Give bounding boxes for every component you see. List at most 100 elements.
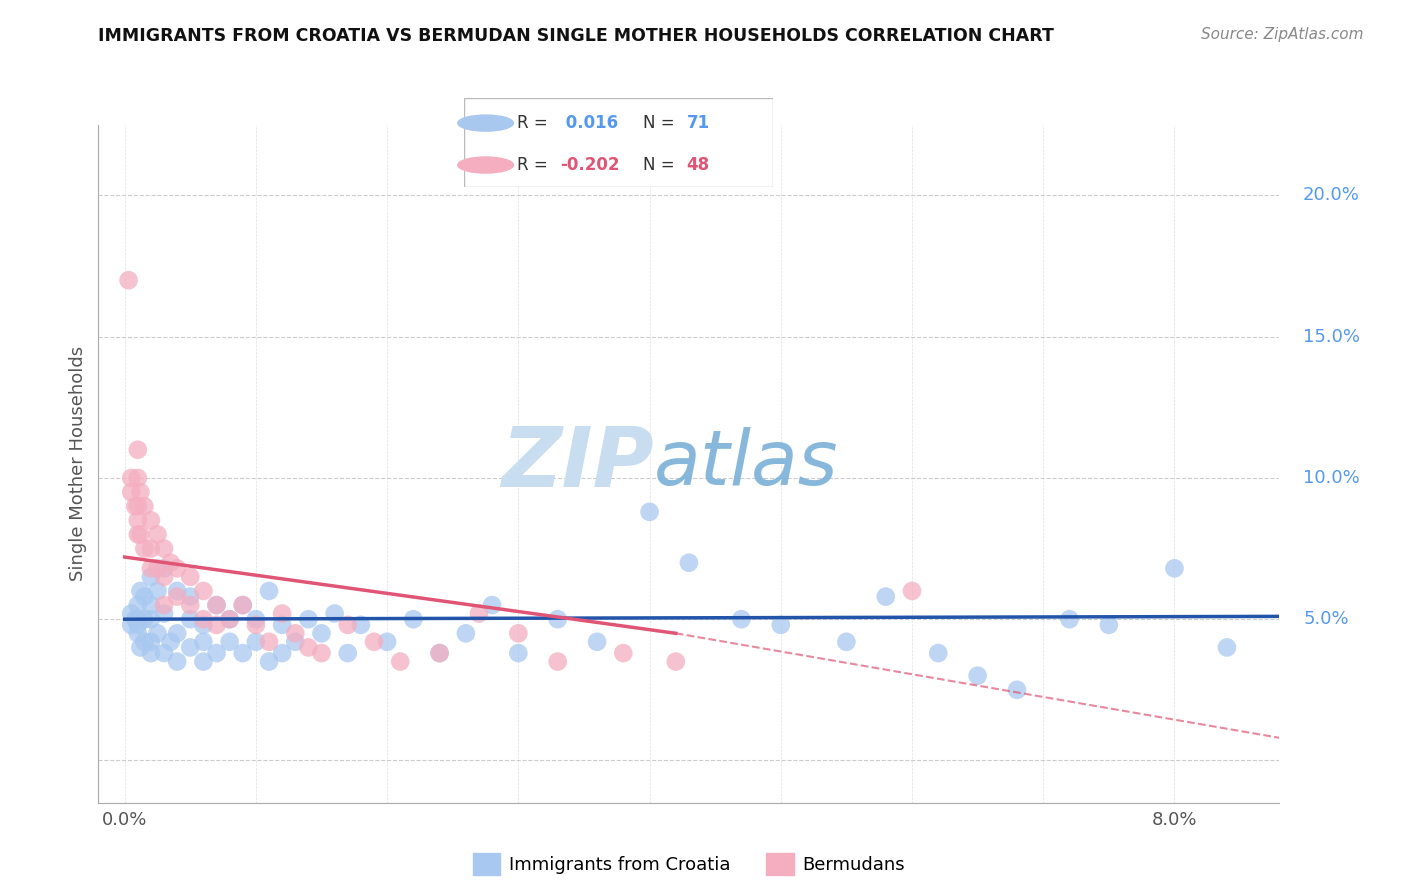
Point <box>146 584 169 599</box>
Point <box>901 584 924 599</box>
Point <box>1005 682 1028 697</box>
Point <box>134 635 156 649</box>
Point <box>159 556 181 570</box>
Point <box>284 635 307 649</box>
Point <box>678 556 700 570</box>
Point <box>336 646 359 660</box>
Point <box>139 612 162 626</box>
Point <box>139 541 162 556</box>
Point <box>468 607 491 621</box>
Point <box>179 570 201 584</box>
Point <box>193 584 215 599</box>
Point <box>134 500 156 514</box>
Point <box>311 646 333 660</box>
Point <box>134 590 156 604</box>
Text: ZIP: ZIP <box>501 424 654 504</box>
Point <box>218 635 240 649</box>
Point <box>1098 617 1121 632</box>
Point <box>153 607 176 621</box>
Point <box>336 617 359 632</box>
Point <box>454 626 477 640</box>
Point <box>769 617 792 632</box>
Point <box>139 646 162 660</box>
Point <box>127 513 149 527</box>
Point <box>232 598 254 612</box>
Point <box>120 471 142 485</box>
Point <box>153 570 176 584</box>
Point <box>271 607 294 621</box>
Point <box>139 570 162 584</box>
Point <box>120 607 142 621</box>
Point <box>153 646 176 660</box>
Text: Source: ZipAtlas.com: Source: ZipAtlas.com <box>1201 27 1364 42</box>
Point <box>124 500 146 514</box>
Text: 10.0%: 10.0% <box>1303 469 1360 487</box>
Point <box>205 617 228 632</box>
Circle shape <box>458 115 513 131</box>
Point <box>166 626 188 640</box>
Point <box>1216 640 1239 655</box>
Y-axis label: Single Mother Households: Single Mother Households <box>69 346 87 582</box>
Point <box>257 655 280 669</box>
Point <box>375 635 398 649</box>
Text: IMMIGRANTS FROM CROATIA VS BERMUDAN SINGLE MOTHER HOUSEHOLDS CORRELATION CHART: IMMIGRANTS FROM CROATIA VS BERMUDAN SING… <box>98 27 1054 45</box>
Point <box>508 626 530 640</box>
Point <box>120 485 142 500</box>
Point <box>146 626 169 640</box>
Text: 71: 71 <box>686 114 710 132</box>
Point <box>124 612 146 626</box>
Point <box>127 471 149 485</box>
Point <box>127 617 149 632</box>
Point <box>139 635 162 649</box>
Point <box>120 617 142 632</box>
Circle shape <box>458 157 513 173</box>
Point <box>297 612 319 626</box>
Point <box>1163 561 1185 575</box>
Text: 15.0%: 15.0% <box>1303 327 1360 346</box>
Text: R =: R = <box>516 114 547 132</box>
Text: atlas: atlas <box>654 427 838 500</box>
Text: 0.016: 0.016 <box>560 114 619 132</box>
Point <box>153 561 176 575</box>
Legend: Immigrants from Croatia, Bermudans: Immigrants from Croatia, Bermudans <box>465 846 912 882</box>
Point <box>129 584 152 599</box>
Point <box>232 598 254 612</box>
Point <box>166 561 188 575</box>
Point <box>127 598 149 612</box>
Point <box>927 646 949 660</box>
Point <box>134 612 156 626</box>
Point <box>245 612 267 626</box>
Point <box>193 617 215 632</box>
Text: 48: 48 <box>686 156 710 174</box>
Point <box>129 527 152 541</box>
Point <box>612 646 634 660</box>
Point <box>271 646 294 660</box>
Point <box>159 635 181 649</box>
Point <box>139 513 162 527</box>
Point <box>166 590 188 604</box>
Point <box>875 590 897 604</box>
Point <box>127 527 149 541</box>
Point <box>638 505 661 519</box>
Point <box>508 646 530 660</box>
Point <box>311 626 333 640</box>
Text: 20.0%: 20.0% <box>1303 186 1360 204</box>
Point <box>429 646 451 660</box>
Point <box>402 612 425 626</box>
Point <box>166 655 188 669</box>
Point <box>205 598 228 612</box>
Point <box>153 598 176 612</box>
Point <box>193 612 215 626</box>
Point <box>179 640 201 655</box>
Point <box>127 612 149 626</box>
Point <box>547 612 569 626</box>
Point <box>257 635 280 649</box>
Point <box>363 635 385 649</box>
Text: N =: N = <box>644 114 681 132</box>
Point <box>271 617 294 632</box>
Point <box>146 561 169 575</box>
Point <box>179 598 201 612</box>
Point <box>193 655 215 669</box>
Point <box>966 669 988 683</box>
Point <box>218 612 240 626</box>
